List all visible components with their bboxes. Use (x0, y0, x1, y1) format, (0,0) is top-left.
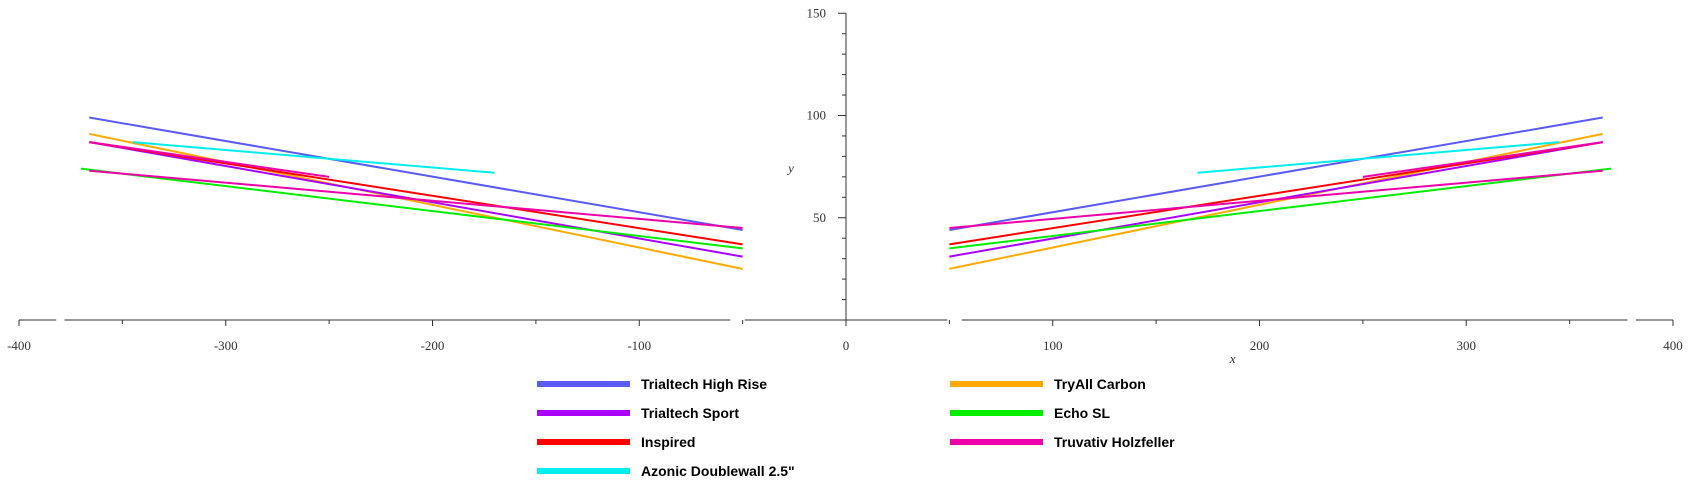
series-3 (80, 167, 1612, 250)
series-line (949, 167, 1612, 250)
legend-item: Inspired (537, 434, 695, 450)
legend-label: Trialtech Sport (641, 405, 739, 421)
series-line (949, 141, 1603, 246)
x-tick-label: 300 (1457, 338, 1477, 353)
legend-label: TryAll Carbon (1054, 376, 1146, 392)
series-4 (89, 141, 1603, 246)
series-6 (132, 141, 1560, 174)
series-0 (89, 116, 1603, 232)
legend-item: Truvativ Holzfeller (950, 434, 1175, 450)
x-tick-label: 200 (1250, 338, 1270, 353)
legend-item: Trialtech Sport (537, 405, 739, 421)
x-tick-label: 0 (843, 338, 850, 353)
y-tick-label: 150 (807, 5, 827, 20)
y-tick-label: 50 (813, 210, 826, 225)
series-line (1197, 141, 1560, 174)
legend-item: Trialtech High Rise (537, 376, 767, 392)
legend-label: Azonic Doublewall 2.5" (641, 463, 795, 479)
legend-label: Inspired (641, 434, 695, 450)
series-line (89, 116, 743, 232)
series-5 (89, 141, 1603, 229)
series-line (949, 116, 1603, 232)
y-axis-title: y (786, 161, 794, 176)
x-tick-label: 400 (1663, 338, 1683, 353)
series-line (132, 141, 495, 174)
axes: -400 -300 -200 -100 0 100 200 300 400 50 100 150 y x (7, 5, 1683, 366)
series-1 (89, 132, 1603, 270)
legend-label: Trialtech High Rise (641, 376, 767, 392)
y-tick-label: 100 (807, 108, 827, 123)
series-lines (80, 116, 1612, 270)
series-line (89, 141, 330, 178)
series-line (89, 141, 743, 246)
legend: Trialtech High Rise TryAll Carbon Trialtec… (537, 376, 1175, 479)
series-line (89, 132, 743, 270)
x-tick-label: -400 (7, 338, 31, 353)
x-axis-title: x (1229, 351, 1236, 366)
series-line (949, 132, 1603, 270)
x-tick-label: 100 (1043, 338, 1063, 353)
series-line (80, 167, 743, 250)
legend-label: Echo SL (1054, 405, 1110, 421)
x-tick-label: -200 (421, 338, 445, 353)
x-tick-label: -300 (214, 338, 238, 353)
series-line (89, 169, 743, 229)
legend-label: Truvativ Holzfeller (1054, 434, 1175, 450)
series-line (1362, 141, 1603, 178)
series-line (949, 169, 1603, 229)
legend-item: Echo SL (950, 405, 1110, 421)
legend-item: Azonic Doublewall 2.5" (537, 463, 795, 479)
legend-item: TryAll Carbon (950, 376, 1146, 392)
x-tick-label: -100 (627, 338, 651, 353)
